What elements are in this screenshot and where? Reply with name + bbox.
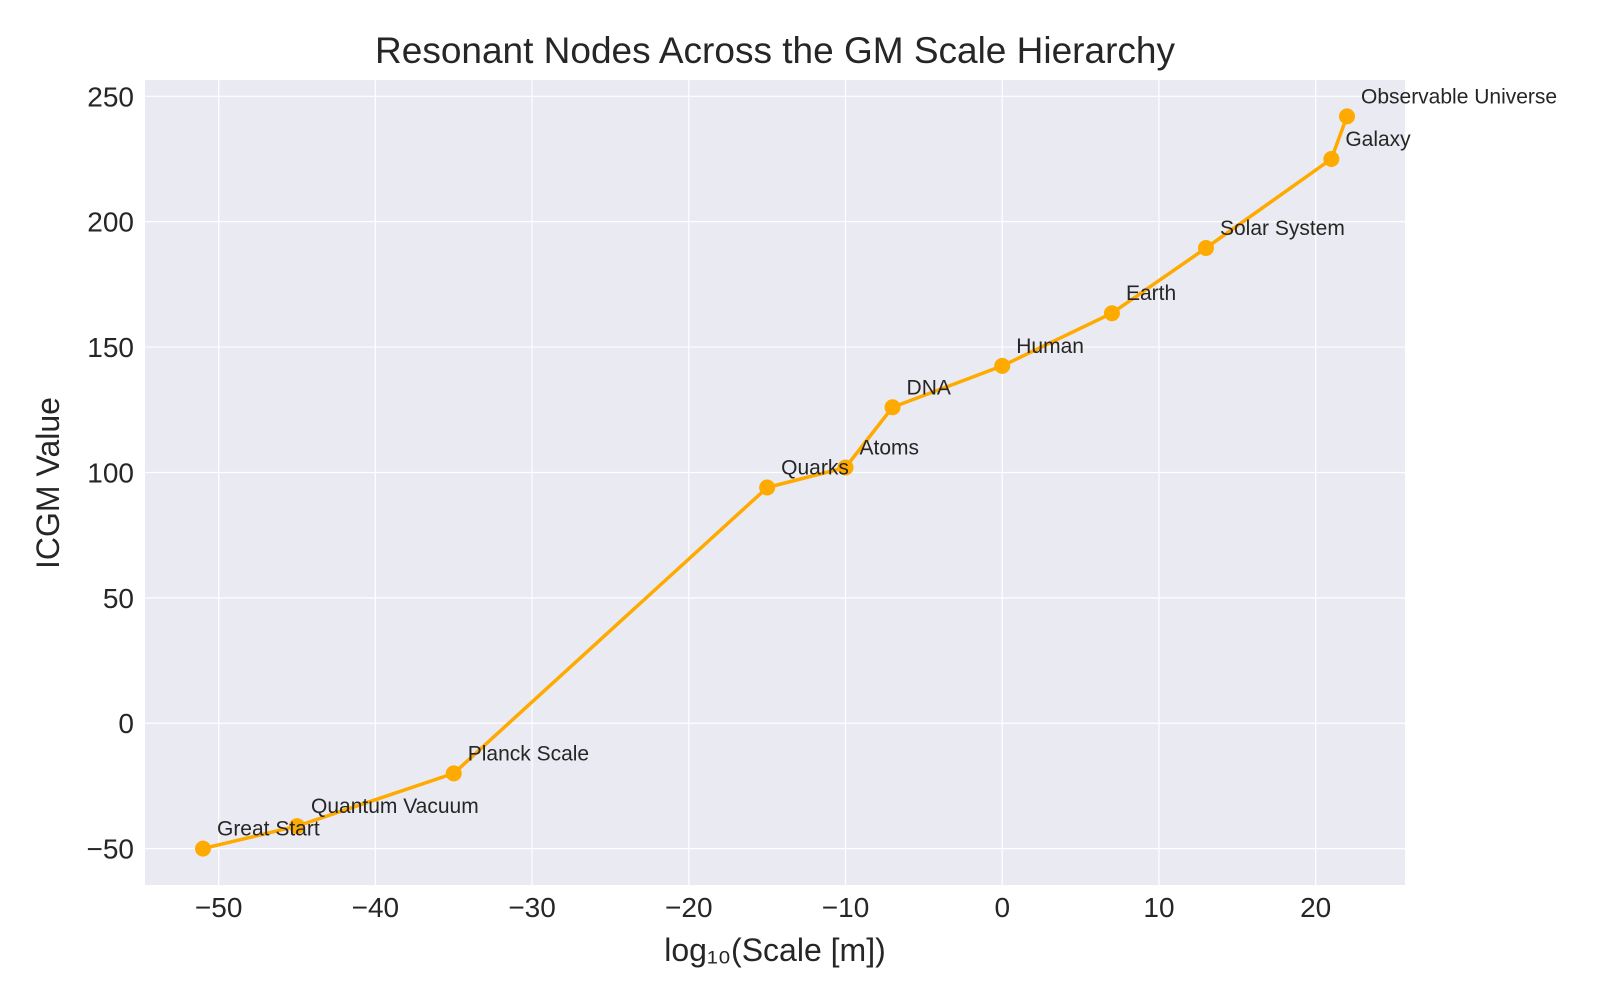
data-point: [759, 479, 776, 496]
grid: [145, 80, 1405, 885]
data-point: [194, 840, 211, 857]
point-label: Atoms: [860, 436, 920, 459]
chart-title: Resonant Nodes Across the GM Scale Hiera…: [375, 30, 1175, 71]
data-point: [445, 765, 462, 782]
x-tick-label: −10: [822, 892, 870, 923]
data-points: [194, 108, 1356, 857]
data-point: [1339, 108, 1356, 125]
data-point: [994, 357, 1011, 374]
x-axis-title: log₁₀(Scale [m]): [664, 932, 885, 968]
y-tick-label: 0: [118, 708, 134, 739]
y-tick-label: 50: [103, 583, 134, 614]
x-tick-label: 10: [1143, 892, 1174, 923]
y-axis-ticks: −50 0 50 100 150 200 250: [87, 81, 135, 864]
data-point: [1323, 150, 1340, 167]
y-axis-title: ICGM Value: [30, 397, 66, 569]
point-label: Quarks: [781, 457, 849, 480]
y-tick-label: 100: [87, 457, 134, 488]
y-tick-label: 150: [87, 332, 134, 363]
data-point: [884, 399, 901, 416]
point-label: Observable Universe: [1361, 85, 1557, 108]
x-tick-label: −50: [195, 892, 243, 923]
data-point: [289, 818, 306, 835]
point-label: Earth: [1126, 282, 1176, 305]
x-tick-label: 0: [994, 892, 1010, 923]
data-point: [1197, 240, 1214, 257]
y-tick-label: 200: [87, 207, 134, 238]
point-label: Solar System: [1220, 217, 1345, 240]
point-label: Great Start: [217, 818, 320, 841]
y-tick-label: 250: [87, 81, 134, 112]
plot-area: [145, 80, 1405, 885]
x-tick-label: −40: [352, 892, 400, 923]
point-label: DNA: [907, 376, 951, 399]
y-tick-label: −50: [87, 834, 135, 865]
x-tick-label: 20: [1300, 892, 1331, 923]
point-label: Planck Scale: [468, 742, 589, 765]
x-axis-ticks: −50 −40 −30 −20 −10 0 10 20: [195, 892, 1331, 923]
point-label: Human: [1016, 335, 1084, 358]
data-point: [1103, 305, 1120, 322]
point-label: Galaxy: [1345, 128, 1411, 151]
data-point: [837, 459, 854, 476]
x-tick-label: −20: [665, 892, 713, 923]
x-tick-label: −30: [508, 892, 556, 923]
point-label: Quantum Vacuum: [311, 795, 479, 818]
